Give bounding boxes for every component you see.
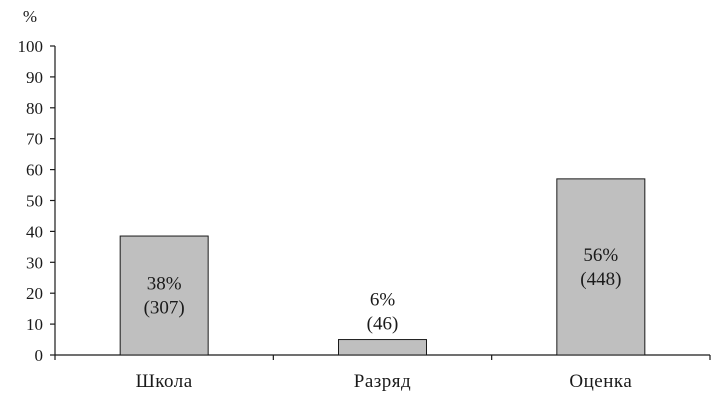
data-label: 38% [147,274,182,295]
bar [338,339,427,356]
x-category-label: Разряд [354,371,411,392]
y-tick-label: 30 [26,253,43,272]
y-tick-label: 100 [18,37,44,56]
y-tick-label: 40 [26,222,43,241]
y-tick-label: 50 [26,192,43,211]
y-tick-label: 10 [26,315,43,334]
bar [556,178,646,356]
y-tick-label: 70 [26,130,43,149]
data-label: (307) [144,298,185,319]
y-tick-label: 20 [26,284,43,303]
category-labels-group: Школа Разряд Оценка [136,371,632,392]
x-category-label: Оценка [569,371,632,392]
y-tick-label: 60 [26,161,43,180]
bars-group [119,178,646,356]
y-axis-unit-label: % [23,7,37,26]
y-axis-ticks: 0 10 20 30 40 50 60 70 80 90 100 [18,37,55,365]
x-axis-ticks [54,355,711,360]
bar [119,235,209,356]
data-label: (448) [580,269,621,290]
y-tick-label: 0 [35,346,44,365]
data-label: 6% [370,290,396,311]
x-category-label: Школа [136,371,193,392]
data-label: (46) [367,314,399,335]
y-tick-label: 90 [26,68,43,87]
y-tick-label: 80 [26,99,43,118]
data-label: 56% [583,245,618,266]
data-labels-group: 38% (307) 6% (46) 56% (448) [144,245,622,335]
